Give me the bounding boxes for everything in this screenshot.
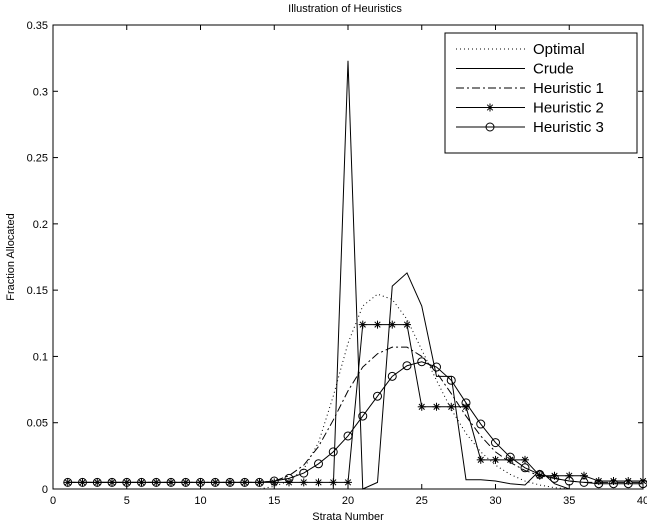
series-heuristic-1 — [67, 346, 643, 483]
data-point — [269, 476, 279, 486]
y-tick-label: 0.35 — [27, 20, 48, 32]
series-layer — [63, 60, 647, 490]
data-point — [344, 478, 352, 487]
x-tick-label: 10 — [194, 495, 206, 507]
data-point — [196, 477, 205, 487]
legend-label: Crude — [533, 61, 574, 78]
legend-item: Heuristic 1 — [456, 80, 604, 97]
series-heuristic-3 — [63, 357, 647, 489]
data-point — [328, 447, 338, 457]
data-point — [329, 478, 338, 487]
data-point — [299, 478, 308, 487]
data-point — [520, 463, 530, 473]
legend-label: Heuristic 2 — [533, 100, 604, 117]
x-tick-label: 35 — [563, 495, 575, 507]
data-point — [137, 477, 146, 487]
series-line-heuristic-1 — [67, 346, 643, 483]
y-tick-label: 0.05 — [27, 418, 48, 430]
data-point — [225, 477, 235, 487]
data-point — [314, 478, 323, 487]
data-point — [63, 477, 73, 487]
data-point — [594, 479, 604, 489]
legend-label: Optimal — [533, 41, 585, 58]
data-point — [402, 361, 412, 371]
data-point — [447, 402, 456, 411]
data-point — [240, 477, 250, 487]
data-point — [284, 473, 294, 483]
data-point — [417, 357, 427, 367]
data-point — [417, 402, 426, 411]
legend-item: Optimal — [456, 41, 585, 58]
data-point — [210, 477, 220, 487]
y-tick-label: 0.2 — [33, 219, 48, 231]
data-point — [373, 391, 382, 401]
legend-item: Crude — [456, 61, 574, 78]
legend-label: Heuristic 1 — [533, 80, 604, 97]
data-point — [491, 438, 500, 448]
y-tick-label: 0 — [42, 484, 48, 496]
x-tick-label: 0 — [50, 495, 56, 507]
x-tick-label: 30 — [489, 495, 501, 507]
data-point — [387, 371, 397, 381]
data-point — [446, 375, 456, 385]
data-point — [623, 479, 633, 489]
data-point — [403, 320, 411, 329]
chart-title: Illustration of Heuristics — [288, 3, 402, 15]
data-point — [491, 455, 500, 464]
x-tick-label: 20 — [342, 495, 354, 507]
data-point — [373, 320, 382, 329]
data-point — [358, 411, 368, 421]
data-point — [78, 477, 87, 487]
y-axis-title: Fraction Allocated — [5, 213, 17, 300]
x-tick-label: 40 — [637, 495, 647, 507]
y-tick-label: 0.1 — [33, 351, 48, 363]
legend-item: Heuristic 3 — [456, 119, 604, 136]
legend-marker — [486, 103, 494, 112]
y-tick-label: 0.3 — [33, 86, 48, 98]
data-point — [432, 362, 441, 372]
data-point — [166, 477, 176, 487]
data-point — [343, 431, 353, 441]
y-tick-label: 0.15 — [27, 285, 48, 297]
legend-item: Heuristic 2 — [456, 100, 604, 117]
data-point — [505, 452, 515, 462]
data-point — [550, 473, 559, 483]
axis-ticks: 0 5 10 15 20 25 30 35 40 0 0.05 0.1 0.15 0.2 0.25 0.3 0.… — [27, 20, 647, 507]
data-point — [564, 476, 574, 486]
data-point — [638, 479, 647, 489]
data-point — [432, 402, 441, 411]
legend-marker — [485, 122, 495, 132]
data-point — [92, 477, 102, 487]
data-point — [314, 459, 323, 469]
series-crude — [67, 60, 643, 490]
data-point — [358, 320, 367, 329]
legend: Optimal Crude Heuristic 1 Heuristic 2 Heuris… — [444, 32, 638, 154]
legend-label: Heuristic 3 — [533, 119, 604, 136]
data-point — [535, 469, 545, 479]
data-point — [151, 477, 161, 487]
y-tick-label: 0.25 — [27, 153, 48, 165]
data-point — [609, 479, 618, 489]
data-point — [299, 468, 309, 478]
x-tick-label: 15 — [268, 495, 280, 507]
x-tick-label: 25 — [416, 495, 428, 507]
x-axis-title: Strata Number — [312, 511, 384, 523]
legend-box — [444, 32, 638, 154]
data-point — [107, 477, 117, 487]
data-point — [476, 455, 485, 464]
data-point — [579, 477, 589, 487]
data-point — [255, 477, 264, 487]
data-point — [388, 320, 397, 329]
data-point — [461, 398, 471, 408]
series-line-crude — [67, 60, 643, 490]
series-line-heuristic-3 — [67, 361, 643, 485]
data-point — [181, 477, 191, 487]
data-point — [521, 455, 529, 464]
data-point — [122, 477, 132, 487]
x-tick-label: 5 — [124, 495, 130, 507]
data-point — [476, 419, 486, 429]
